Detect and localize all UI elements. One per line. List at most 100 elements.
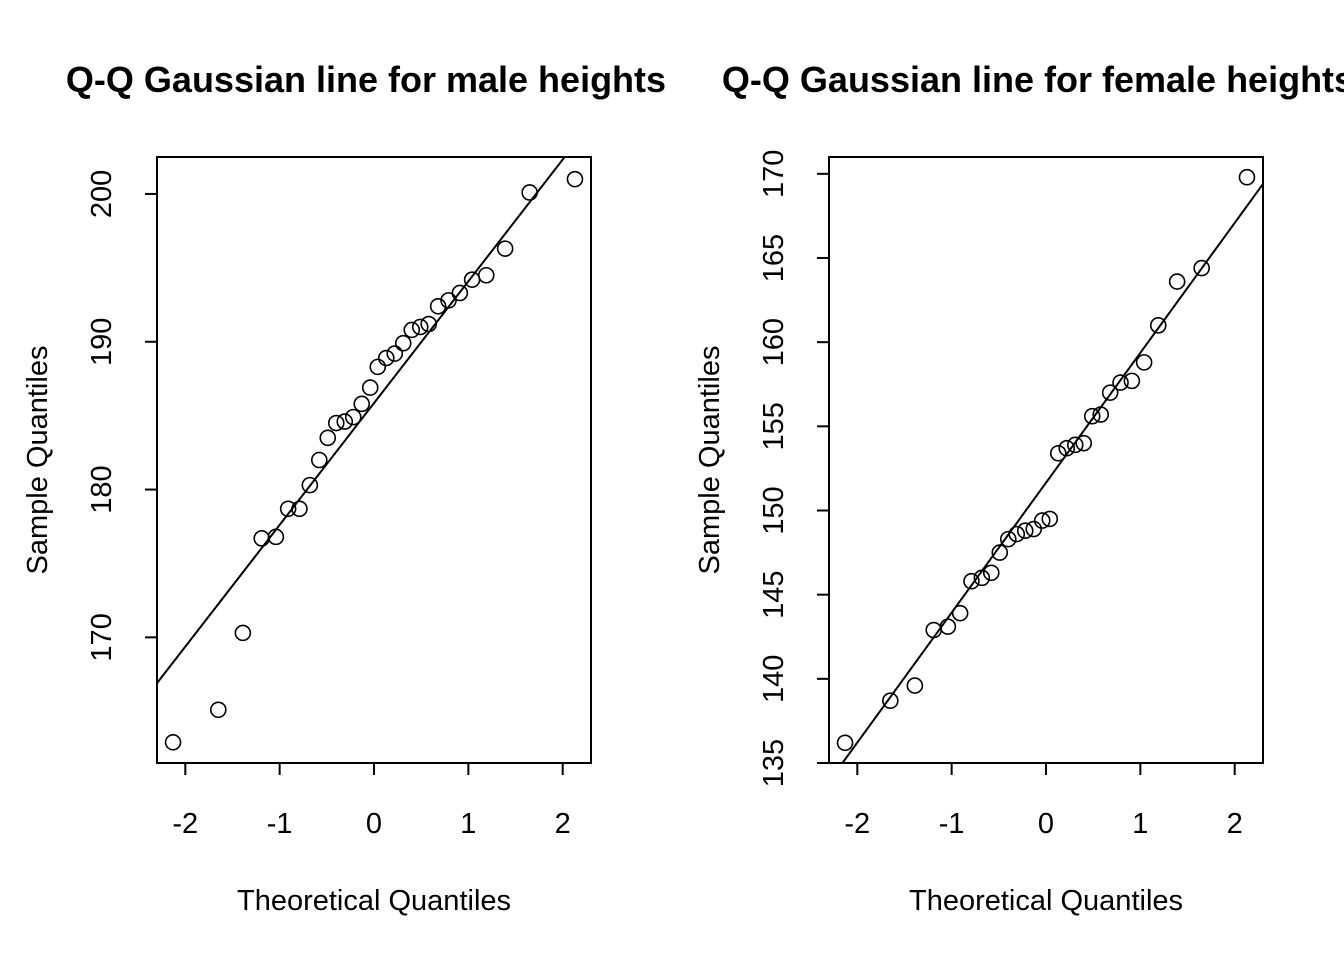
y-axis-label: Sample Quantiles [22,346,54,575]
data-point [1092,406,1110,423]
data-point [991,544,1009,561]
x-tick-label: 0 [1038,808,1054,840]
data-point [1083,407,1101,425]
y-tick-label: 200 [86,170,118,218]
data-point [1025,520,1043,538]
qq-plot-male: Q-Q Gaussian line for male heights Theor… [22,59,666,917]
data-point [906,677,924,694]
data-point [973,569,991,587]
plot-frame [156,156,592,764]
y-tick-label: 165 [758,234,790,282]
y-tick-label: 155 [758,402,790,450]
x-tick-label: -2 [172,808,198,840]
qq-plot-female: Q-Q Gaussian line for female heights The… [694,59,1344,917]
data-point [429,297,447,315]
data-point [1033,512,1051,529]
data-point [394,334,412,352]
data-point [963,572,980,590]
sample-points [836,168,1256,752]
data-point [369,358,387,376]
chart-title: Q-Q Gaussian line for male heights [66,59,666,100]
y-tick-label: 140 [758,655,790,703]
data-point [344,408,362,426]
x-tick-label: -1 [267,808,293,840]
plot-frame [828,156,1264,764]
data-point [1238,168,1256,186]
data-point [566,170,584,188]
y-axis: 170 180 190 200 [86,170,158,662]
data-point [1193,259,1210,277]
x-axis: -2 -1 0 1 2 [172,762,571,840]
x-axis-label: Theoretical Quantiles [909,885,1183,917]
data-point [301,476,319,494]
data-point [451,284,469,302]
x-tick-label: 1 [460,808,476,840]
data-point [1075,434,1093,452]
sample-points [164,170,584,751]
data-point [377,349,395,367]
data-point [327,414,345,432]
data-point [279,500,297,518]
data-point [836,734,854,752]
data-point [982,564,1000,582]
x-axis: -2 -1 0 1 2 [844,762,1243,840]
data-point [1168,273,1186,290]
data-point [1041,510,1059,528]
data-point [463,271,481,288]
data-point [336,413,354,430]
data-point [1049,444,1067,462]
data-point [1101,384,1119,401]
data-point [253,530,271,547]
data-point [310,451,328,469]
data-point [386,345,404,362]
x-tick-label: -1 [939,808,965,840]
data-point [496,240,514,257]
data-point [353,395,371,413]
data-point [1112,374,1129,391]
data-point [1149,317,1167,334]
x-tick-label: 1 [1132,808,1148,840]
data-point [1123,372,1141,390]
data-point [420,315,438,333]
data-point [521,184,538,201]
y-tick-label: 170 [86,613,118,661]
qq-reference-line [157,157,566,684]
data-point [1058,439,1076,457]
data-point [210,701,227,719]
data-point [440,292,457,309]
x-tick-label: -2 [844,808,870,840]
data-point [1066,436,1084,454]
y-tick-label: 170 [758,150,790,198]
data-point [882,692,899,710]
y-tick-label: 145 [758,570,790,618]
chart-title: Q-Q Gaussian line for female heights [722,59,1344,100]
data-point [951,604,969,622]
data-point [267,528,285,546]
data-point [164,734,182,751]
data-point [1008,525,1026,543]
data-point [403,321,421,339]
data-point [939,618,957,635]
y-tick-label: 160 [758,318,790,366]
x-tick-label: 2 [555,808,571,840]
data-point [319,429,337,447]
y-tick-label: 180 [86,465,118,513]
data-point [477,266,495,284]
data-point [234,624,252,642]
data-point [1135,354,1153,371]
x-tick-label: 0 [366,808,382,840]
data-point [1016,522,1034,540]
x-axis-label: Theoretical Quantiles [237,885,511,917]
y-tick-label: 150 [758,486,790,534]
data-point [999,530,1017,548]
y-tick-label: 135 [758,739,790,787]
y-axis-label: Sample Quantiles [694,346,726,575]
data-point [411,318,429,336]
y-axis: 135 140 145 150 155 160 165 170 [758,150,830,787]
x-tick-label: 2 [1227,808,1243,840]
qq-reference-line [841,183,1263,763]
data-point [361,379,379,396]
data-point [291,500,308,518]
y-tick-label: 190 [86,318,118,366]
